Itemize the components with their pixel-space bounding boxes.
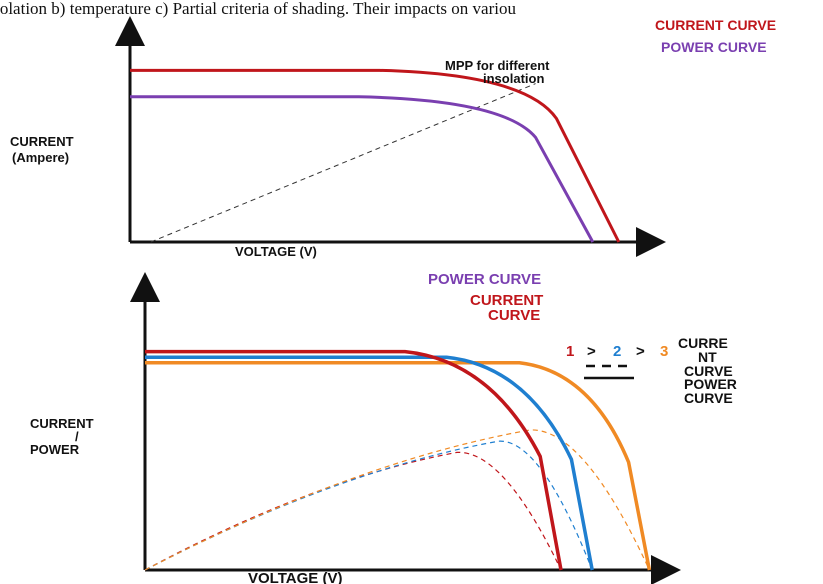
order-key: 1 > 2 > 3 [566, 343, 668, 360]
order-2: 2 [613, 343, 621, 360]
chart1-ylabel-line2: (Ampere) [12, 150, 69, 165]
chart1-ylabel-line1: CURRENT [10, 134, 74, 149]
chart-2: POWER CURVE CURRENT CURVE 1 > 2 > 3 CURR… [30, 271, 737, 584]
chart1-annotation-line2: insolation [483, 71, 544, 86]
key-current-line2: NT [698, 349, 717, 365]
chart1-annotation-line1: MPP for different [445, 58, 550, 73]
order-gt-1: > [587, 343, 596, 360]
chart1-mpp-line [150, 83, 536, 243]
chart2-legend-current-line1: CURRENT [470, 292, 543, 309]
chart1-legend-current: CURRENT CURVE [655, 17, 776, 33]
chart-1: CURRENT CURVE POWER CURVE MPP for differ… [10, 16, 776, 259]
key-current-line1: CURRE [678, 335, 728, 351]
order-3: 3 [660, 343, 668, 360]
chart1-current-curve [130, 68, 621, 243]
chart2-current-curve-3 [145, 361, 652, 571]
order-1: 1 [566, 343, 574, 360]
chart2-ylabel-line2: / [75, 429, 79, 444]
chart2-current-curve-1 [145, 349, 563, 571]
chart2-current-curve-2 [145, 355, 594, 571]
chart1-legend-power: POWER CURVE [661, 39, 767, 55]
chart2-power-curve-1 [144, 451, 562, 571]
chart1-power-curve [130, 95, 595, 243]
key-power-line2: CURVE [684, 390, 733, 406]
chart2-legend-power: POWER CURVE [428, 271, 541, 288]
key-power-line1: POWER [684, 376, 737, 392]
key-current-line3: CURVE [684, 363, 733, 379]
chart2-legend-current-line2: CURVE [488, 307, 540, 324]
caption-fragment: insolation b) temperature c) Partial cri… [0, 0, 516, 18]
chart2-power-curve-3 [144, 429, 650, 571]
chart2-ylabel-line3: POWER [30, 442, 80, 457]
chart2-xlabel: VOLTAGE (V) [248, 570, 342, 584]
chart2-ylabel-line1: CURRENT [30, 416, 94, 431]
order-gt-2: > [636, 343, 645, 360]
chart1-xlabel: VOLTAGE (V) [235, 244, 317, 259]
